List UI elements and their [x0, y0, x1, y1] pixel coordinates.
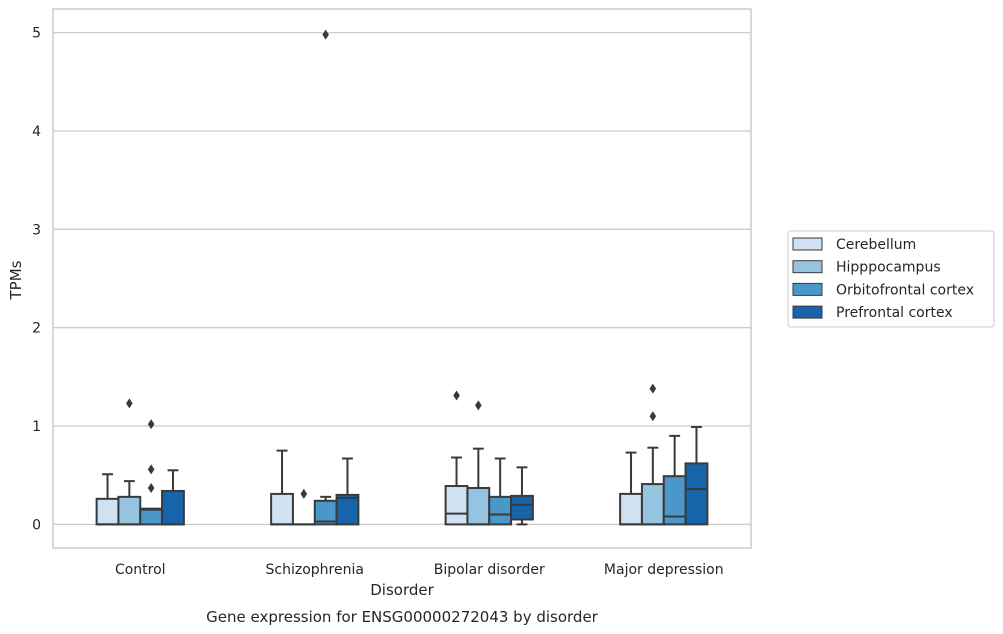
y-tick-label: 5 — [32, 26, 41, 42]
box-orbitofrontal-cortex — [139, 419, 164, 526]
box-prefrontal-cortex — [684, 426, 709, 526]
box-prefrontal-cortex — [510, 466, 534, 526]
box-body — [466, 487, 491, 526]
box-body — [640, 483, 665, 526]
box-orbitofrontal-cortex — [313, 29, 338, 526]
box-body — [95, 497, 120, 526]
box-body — [619, 492, 643, 526]
outlier-point — [322, 29, 329, 40]
box-hipppocampus — [117, 398, 142, 526]
outlier-point — [126, 398, 133, 409]
legend-swatch — [792, 282, 823, 296]
legend: Cerebellum Hipppocampus Orbitofrontal cort… — [787, 230, 995, 328]
box-cerebellum — [95, 473, 120, 526]
gridlines — [53, 31, 751, 526]
legend-label: Prefrontal cortex — [836, 305, 953, 321]
box-body — [488, 495, 513, 526]
boxes — [95, 29, 709, 526]
plot-frame — [52, 8, 752, 549]
y-tick-label: 2 — [32, 321, 41, 337]
y-tick-label: 1 — [32, 419, 41, 435]
box-prefrontal-cortex — [161, 469, 185, 526]
box-body — [444, 485, 469, 526]
box-hipppocampus — [291, 488, 316, 526]
box-orbitofrontal-cortex — [662, 434, 687, 526]
box-hipppocampus — [640, 383, 665, 526]
box-body — [117, 495, 142, 526]
legend-label: Cerebellum — [836, 237, 916, 253]
y-tick-label: 0 — [32, 517, 41, 533]
legend-swatch — [792, 260, 823, 274]
legend-swatch — [792, 305, 823, 319]
outlier-point — [147, 464, 155, 475]
box-body — [139, 507, 164, 526]
legend-swatch — [792, 237, 823, 251]
outlier-point — [147, 419, 155, 430]
x-tick-label: Schizophrenia — [266, 562, 364, 578]
box-body — [270, 492, 294, 526]
box-cerebellum — [270, 449, 294, 526]
outlier-point — [649, 383, 657, 394]
outlier-point — [453, 390, 460, 401]
outlier-point — [147, 483, 155, 494]
x-tick-labels: Control Schizophrenia Bipolar disorder Majo… — [115, 562, 724, 578]
box-prefrontal-cortex — [335, 457, 360, 526]
box-body — [335, 493, 360, 526]
x-axis-title: Disorder — [370, 581, 434, 599]
chart-caption: Gene expression for ENSG00000272043 by d… — [206, 608, 599, 626]
box-cerebellum — [444, 390, 469, 526]
x-tick-label: Major depression — [604, 562, 724, 578]
box-orbitofrontal-cortex — [488, 457, 513, 526]
x-tick-label: Bipolar disorder — [434, 562, 545, 578]
legend-label: Hipppocampus — [836, 260, 941, 276]
legend-frame — [787, 230, 995, 328]
outlier-point — [300, 488, 308, 499]
box-hipppocampus — [466, 400, 491, 526]
box-body — [161, 489, 185, 526]
box-body — [684, 462, 709, 526]
box-cerebellum — [619, 451, 643, 526]
outlier-point — [649, 411, 657, 422]
y-tick-labels: 0 1 2 3 4 5 — [32, 26, 41, 534]
x-tick-label: Control — [115, 562, 166, 578]
y-axis-title: TPMs — [7, 260, 25, 300]
y-tick-label: 3 — [32, 222, 41, 238]
box-body — [510, 494, 534, 521]
outlier-point — [475, 400, 482, 411]
legend-label: Orbitofrontal cortex — [836, 282, 974, 298]
y-tick-label: 4 — [32, 124, 41, 140]
